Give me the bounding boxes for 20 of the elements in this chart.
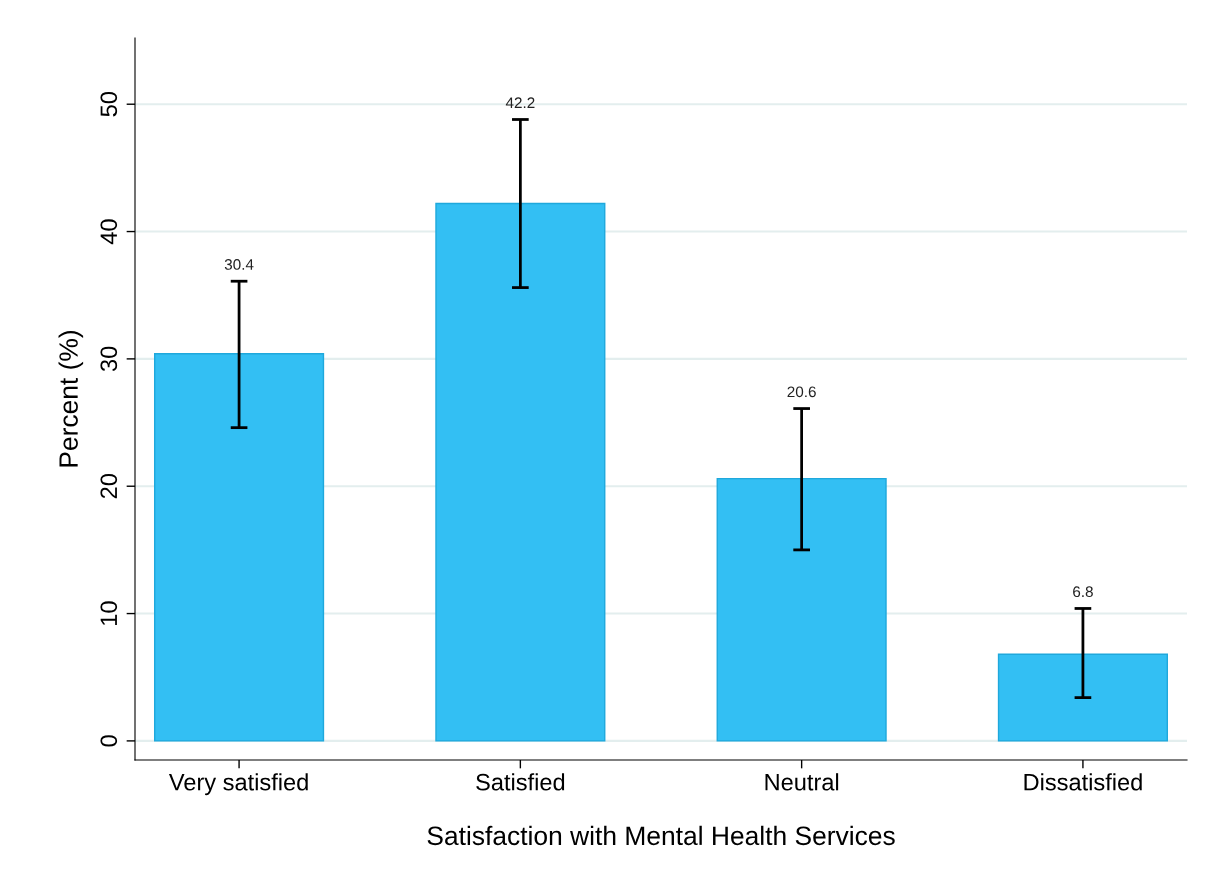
x-tick-label: Very satisfied	[168, 773, 308, 796]
annotation: 42.2	[505, 97, 535, 108]
bar	[153, 353, 325, 742]
x-axis-title: Satisfaction with Mental Health Services	[427, 825, 895, 846]
y-axis-title: Percent (%)	[58, 330, 84, 467]
annotation: 20.6	[787, 386, 816, 398]
y-tick-label: 20	[100, 474, 118, 499]
x-tick-label: Neutral	[765, 773, 839, 791]
x-tick-label: Satisfied	[476, 773, 565, 791]
bar	[716, 477, 887, 742]
bar	[997, 653, 1169, 742]
x-tick-label: Dissatisfied	[1024, 773, 1142, 791]
annotation: 6.8	[1073, 586, 1093, 598]
y-tick-label: 30	[100, 346, 118, 372]
y-tick-label: 0	[100, 735, 118, 747]
y-tick-label: 40	[100, 219, 118, 245]
y-tick-label: 50	[100, 92, 118, 117]
annotation: 30.4	[224, 259, 254, 270]
bar	[435, 202, 606, 742]
y-tick-label: 10	[100, 601, 118, 625]
